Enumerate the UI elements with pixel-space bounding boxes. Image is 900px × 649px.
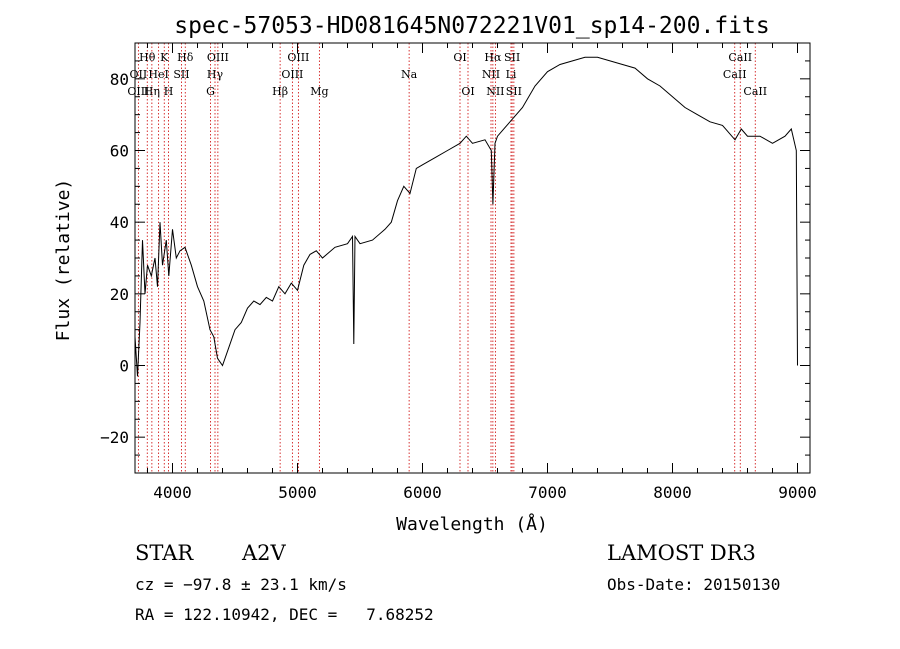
line-label: CaII [743, 85, 767, 98]
line-label: K [160, 51, 169, 64]
line-label: SII [506, 85, 522, 98]
line-label: OI [453, 51, 466, 64]
plot-frame [134, 42, 811, 474]
line-label: G [206, 85, 215, 98]
line-label: SII [504, 51, 520, 64]
line-label: H [164, 85, 174, 98]
y-tick-label: 20 [110, 285, 129, 304]
y-tick-label: 80 [110, 70, 129, 89]
y-tick-label: 0 [119, 357, 129, 376]
line-label: Mg [310, 85, 328, 98]
line-label: Hη [144, 85, 160, 98]
x-tick-label: 7000 [528, 483, 567, 502]
y-axis-label: Flux (relative) [53, 179, 74, 342]
subclass: A2V [241, 541, 287, 565]
line-label: OIII [281, 68, 303, 81]
survey-name: LAMOST DR3 [607, 541, 756, 565]
y-tick-label: −20 [100, 428, 129, 447]
spectrum-line [134, 56, 798, 377]
axis-ticks [135, 42, 810, 474]
line-label: CaII [728, 51, 752, 64]
line-label: OIII [287, 51, 309, 64]
line-label: NII [482, 68, 500, 81]
line-label: SII [173, 68, 189, 81]
line-label: HeI [148, 68, 168, 81]
x-tick-label: 6000 [403, 483, 442, 502]
observation-date: Obs-Date: 20150130 [607, 575, 780, 594]
line-label: Hα [484, 51, 502, 64]
line-label: OIII [127, 85, 149, 98]
line-label: Na [401, 68, 418, 81]
y-tick-label: 40 [110, 213, 129, 232]
line-label: OII [130, 68, 148, 81]
line-label: Hθ [139, 51, 156, 64]
x-tick-label: 5000 [278, 483, 317, 502]
line-label: NII [486, 85, 504, 98]
line-label: Hδ [177, 51, 194, 64]
chart-title: spec-57053-HD081645N072221V01_sp14-200.f… [174, 13, 769, 39]
y-tick-label: 60 [110, 142, 129, 161]
x-tick-label: 4000 [153, 483, 192, 502]
line-label: CaII [723, 68, 747, 81]
line-label: Hβ [272, 85, 288, 98]
emission-line-markers [137, 43, 756, 473]
x-tick-label: 8000 [653, 483, 692, 502]
line-label: Li [506, 68, 517, 81]
object-type: STAR [135, 541, 194, 565]
y-tick-labels: −20 0 20 40 60 80 [100, 70, 129, 447]
line-label: Hγ [207, 68, 224, 81]
x-tick-label: 9000 [778, 483, 817, 502]
x-tick-labels: 4000 5000 6000 7000 8000 9000 [153, 483, 817, 502]
x-axis-label: Wavelength (Å) [396, 513, 548, 535]
redshift-velocity: cz = −97.8 ± 23.1 km/s [135, 575, 347, 594]
line-label: OI [461, 85, 474, 98]
coordinates: RA = 122.10942, DEC = 7.68252 [135, 605, 434, 624]
line-label: OIII [207, 51, 229, 64]
